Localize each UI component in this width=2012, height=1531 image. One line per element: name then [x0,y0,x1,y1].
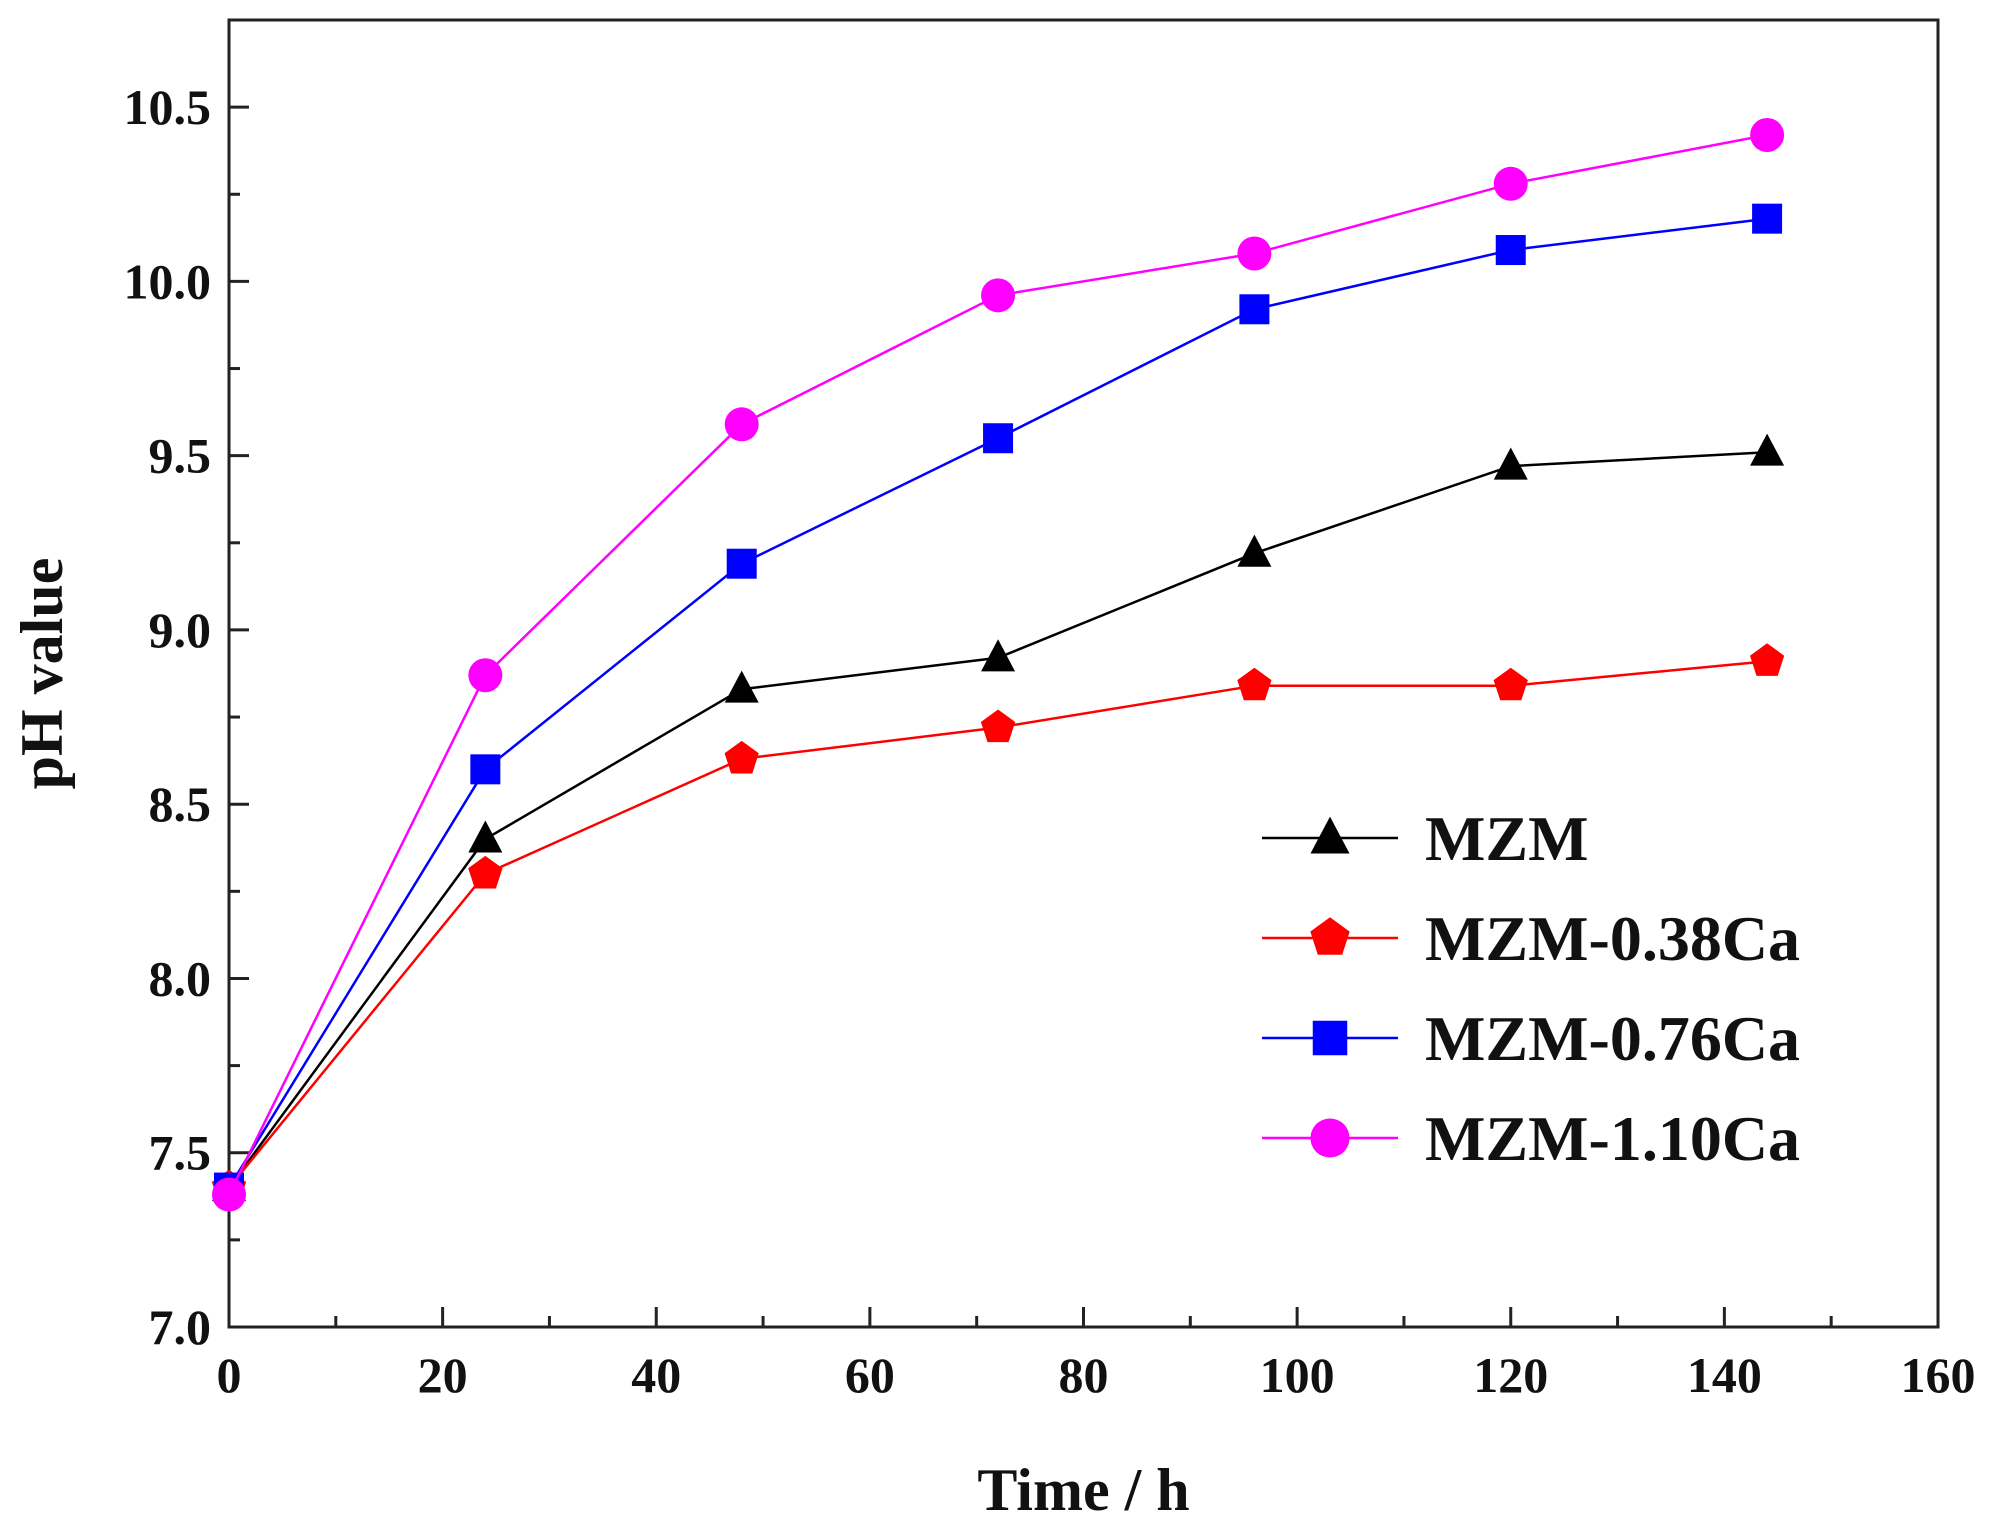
marker-pentagon [1237,667,1272,701]
x-axis-ticks: 0 20 40 60 80 100 120 140 160 [217,1307,1976,1403]
y-tick-label: 9.5 [149,428,212,484]
legend-label: MZM-0.76Ca [1425,1003,1800,1074]
series-MZM-0.76Ca [214,203,1783,1203]
marker-pentagon [468,855,503,889]
marker-triangle [1750,433,1785,466]
marker-pentagon [1493,667,1528,701]
marker-square [1312,1020,1348,1056]
y-tick-label: 10.5 [124,79,212,135]
series-MZM-1.10Ca [212,118,1785,1212]
marker-pentagon [980,709,1016,743]
marker-circle [212,1177,246,1212]
marker-triangle [724,670,759,703]
marker-circle [468,658,503,693]
y-tick-label: 7.5 [149,1125,212,1181]
legend-entry: MZM-0.38Ca [1262,903,1800,974]
y-axis-label: pH value [9,558,75,790]
marker-triangle [468,820,503,853]
marker-triangle [981,639,1016,672]
x-tick-label: 140 [1687,1347,1762,1403]
marker-circle [724,407,759,442]
x-tick-label: 60 [845,1347,895,1403]
series-layer [211,118,1785,1212]
marker-triangle [1493,447,1528,480]
marker-pentagon [1310,917,1350,955]
y-tick-label: 8.5 [149,776,212,832]
legend-entry: MZM-1.10Ca [1262,1103,1800,1174]
marker-circle [1237,236,1272,271]
legend-label: MZM-1.10Ca [1425,1103,1800,1174]
marker-circle [1750,118,1785,153]
marker-triangle [1310,816,1350,854]
x-tick-label: 40 [631,1347,681,1403]
y-tick-label: 8.0 [149,950,212,1006]
legend-label: MZM [1425,803,1589,874]
y-tick-label: 9.0 [149,602,212,658]
marker-pentagon [724,740,759,774]
marker-square [1752,203,1783,234]
marker-square [726,548,757,579]
x-tick-label: 120 [1473,1347,1548,1403]
x-axis-label: Time / h [977,1457,1189,1523]
marker-circle [1493,166,1528,201]
y-tick-label: 10.0 [124,253,212,309]
marker-square [1495,235,1526,266]
x-tick-label: 0 [217,1347,242,1403]
marker-square [470,754,501,785]
series-MZM [212,433,1785,1202]
x-tick-label: 160 [1901,1347,1976,1403]
marker-circle [981,278,1016,313]
legend-entry: MZM-0.76Ca [1262,1003,1800,1074]
x-tick-label: 80 [1059,1347,1109,1403]
legend-entry: MZM [1262,803,1589,874]
legend-label: MZM-0.38Ca [1425,903,1800,974]
y-axis-ticks: 7.0 7.5 8.0 8.5 9.0 9.5 10.0 10.5 [124,79,249,1355]
marker-circle [1310,1118,1350,1158]
legend: MZM MZM-0.38Ca MZM-0.76Ca MZM-1.10Ca [1262,803,1800,1174]
y-tick-label: 7.0 [149,1299,212,1355]
marker-square [1239,294,1270,325]
x-tick-label: 20 [418,1347,468,1403]
marker-triangle [1237,534,1272,567]
marker-square [983,423,1014,454]
series-MZM-0.38Ca [211,643,1785,1203]
x-tick-label: 100 [1260,1347,1335,1403]
marker-pentagon [1750,643,1785,676]
